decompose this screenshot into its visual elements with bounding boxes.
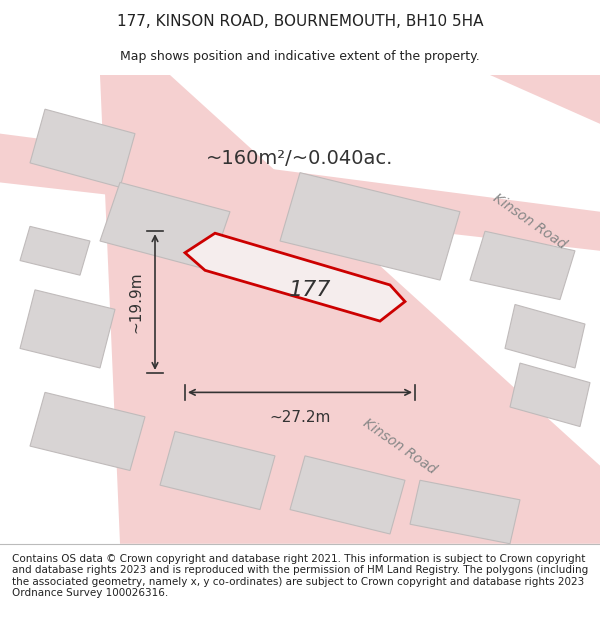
Polygon shape bbox=[100, 182, 230, 270]
Polygon shape bbox=[30, 109, 135, 188]
Polygon shape bbox=[185, 233, 405, 321]
Polygon shape bbox=[510, 363, 590, 426]
Polygon shape bbox=[20, 290, 115, 368]
Polygon shape bbox=[280, 173, 460, 280]
Text: Kinson Road: Kinson Road bbox=[361, 416, 439, 476]
Text: ~19.9m: ~19.9m bbox=[128, 271, 143, 333]
Polygon shape bbox=[290, 456, 405, 534]
Polygon shape bbox=[410, 480, 520, 544]
Text: Map shows position and indicative extent of the property.: Map shows position and indicative extent… bbox=[120, 50, 480, 62]
Polygon shape bbox=[20, 226, 90, 275]
Text: Kinson Road: Kinson Road bbox=[491, 191, 569, 252]
Polygon shape bbox=[30, 392, 145, 471]
Polygon shape bbox=[505, 304, 585, 368]
Polygon shape bbox=[100, 75, 600, 544]
Text: Contains OS data © Crown copyright and database right 2021. This information is : Contains OS data © Crown copyright and d… bbox=[12, 554, 588, 598]
Polygon shape bbox=[470, 231, 575, 299]
Text: ~160m²/~0.040ac.: ~160m²/~0.040ac. bbox=[206, 149, 394, 168]
Text: 177: 177 bbox=[289, 280, 331, 300]
Polygon shape bbox=[160, 431, 275, 509]
Text: ~27.2m: ~27.2m bbox=[269, 410, 331, 425]
Polygon shape bbox=[490, 75, 600, 124]
Text: 177, KINSON ROAD, BOURNEMOUTH, BH10 5HA: 177, KINSON ROAD, BOURNEMOUTH, BH10 5HA bbox=[117, 14, 483, 29]
Polygon shape bbox=[0, 134, 600, 251]
